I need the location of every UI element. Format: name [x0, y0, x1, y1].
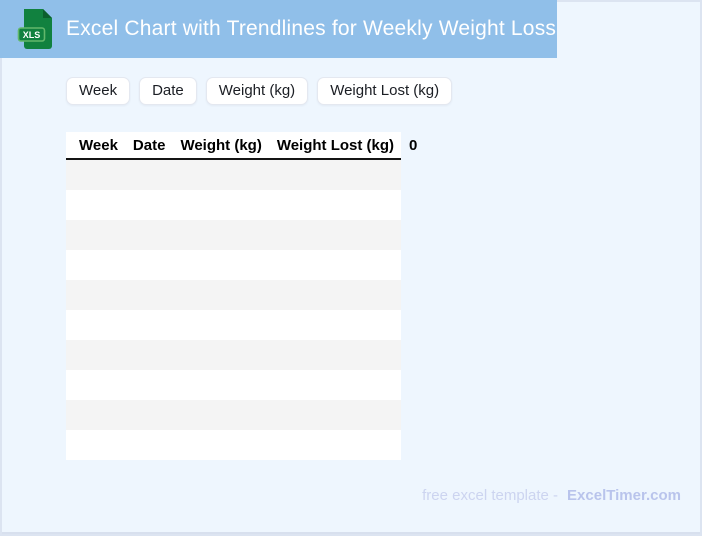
- table-row: [66, 370, 401, 400]
- column-header-date: Date: [132, 136, 166, 154]
- table-row: [66, 280, 401, 310]
- table-row: [66, 310, 401, 340]
- column-header-weight-lost-kg: Weight Lost (kg): [276, 136, 395, 154]
- chip-date[interactable]: Date: [139, 77, 197, 105]
- footer-brand-link[interactable]: ExcelTimer.com: [567, 487, 681, 504]
- table-row: [66, 430, 401, 460]
- table-body: [66, 160, 401, 460]
- table-row: [66, 400, 401, 430]
- chip-row: Week Date Weight (kg) Weight Lost (kg): [66, 77, 453, 105]
- chip-week[interactable]: Week: [66, 77, 131, 105]
- data-table: Week Date Weight (kg) Weight Lost (kg) 0: [66, 132, 417, 460]
- page-title: Excel Chart with Trendlines for Weekly W…: [66, 17, 557, 40]
- chip-weight-lost-kg[interactable]: Weight Lost (kg): [317, 77, 453, 105]
- column-header-weight-kg: Weight (kg): [180, 136, 262, 154]
- table-row: [66, 250, 401, 280]
- table-row: [66, 340, 401, 370]
- footer: free excel template - ExcelTimer.com: [422, 487, 681, 504]
- footer-text: free excel template -: [422, 487, 559, 504]
- column-header-week: Week: [79, 136, 118, 154]
- table-row: [66, 220, 401, 250]
- table-header-row: Week Date Weight (kg) Weight Lost (kg) 0: [66, 132, 417, 160]
- column-header-0: 0: [409, 136, 418, 154]
- table-row: [66, 160, 401, 190]
- chip-weight-kg[interactable]: Weight (kg): [205, 77, 309, 105]
- table-row: [66, 190, 401, 220]
- title-banner: XLS Excel Chart with Trendlines for Week…: [0, 0, 557, 58]
- xls-file-icon: XLS: [17, 9, 52, 49]
- xls-badge-label: XLS: [23, 30, 41, 40]
